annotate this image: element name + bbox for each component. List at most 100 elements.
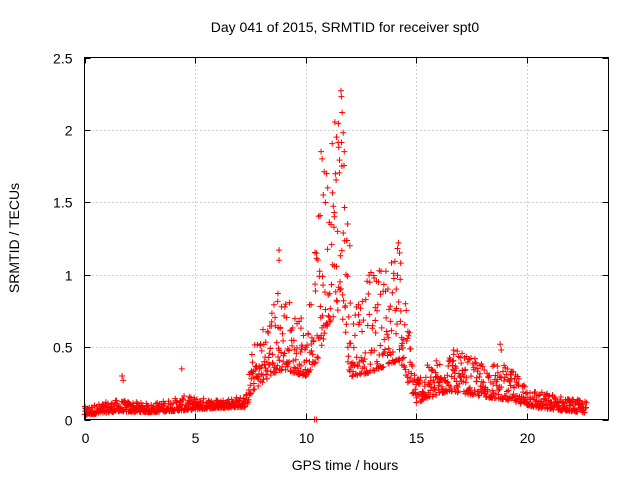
data-point: [460, 378, 467, 385]
data-point: [535, 392, 542, 399]
data-point: [247, 390, 254, 397]
data-point: [479, 383, 486, 390]
data-point: [279, 330, 286, 337]
data-point: [470, 364, 477, 371]
data-point: [328, 241, 335, 248]
data-point: [319, 312, 326, 319]
data-point: [488, 393, 495, 400]
data-point: [337, 278, 344, 285]
data-point: [282, 366, 289, 373]
data-point: [175, 406, 182, 413]
data-point: [494, 363, 501, 370]
data-point: [367, 361, 374, 368]
data-point: [497, 341, 504, 348]
data-point: [276, 357, 283, 364]
data-point: [277, 324, 284, 331]
data-point: [381, 346, 388, 353]
data-point: [354, 362, 361, 369]
data-point: [341, 148, 348, 155]
data-point: [498, 346, 505, 353]
data-point: [286, 347, 293, 354]
data-point: [384, 286, 391, 293]
data-point: [359, 298, 366, 305]
data-point: [366, 311, 373, 318]
data-point: [311, 360, 318, 367]
data-point: [583, 399, 590, 406]
data-point: [462, 366, 469, 373]
data-point: [312, 287, 319, 294]
data-point: [366, 279, 373, 286]
data-point: [334, 307, 341, 314]
data-point: [333, 134, 340, 141]
data-point: [454, 389, 461, 396]
data-point: [481, 366, 488, 373]
data-point: [397, 276, 404, 283]
data-point: [482, 390, 489, 397]
data-point: [334, 228, 341, 235]
data-point: [259, 379, 266, 386]
data-point: [436, 379, 443, 386]
data-point: [332, 170, 339, 177]
data-point: [341, 204, 348, 211]
data-point: [334, 298, 341, 305]
data-point: [300, 332, 307, 339]
data-point: [486, 372, 493, 379]
data-point: [262, 364, 269, 371]
axis-ticks: 0 5 10 15 20 0 0.5 1 1.5 2 2.5: [53, 51, 609, 446]
y-axis-title: SRMTID / TECUs: [6, 183, 22, 293]
data-point: [250, 380, 257, 387]
data-point: [466, 386, 473, 393]
data-point: [277, 367, 284, 374]
data-point: [391, 258, 398, 265]
data-point: [462, 379, 469, 386]
data-point: [336, 169, 343, 176]
data-point: [317, 212, 324, 219]
data-point: [308, 301, 315, 308]
data-point: [501, 377, 508, 384]
data-point: [355, 363, 362, 370]
data-point: [466, 384, 473, 391]
data-point: [434, 362, 441, 369]
data-point: [326, 290, 333, 297]
x-tick-label: 15: [409, 430, 425, 446]
data-point: [290, 357, 297, 364]
data-point: [468, 373, 475, 380]
data-point: [330, 313, 337, 320]
data-point: [365, 290, 372, 297]
data-point: [308, 347, 315, 354]
data-point: [407, 345, 414, 352]
data-point: [476, 370, 483, 377]
data-point: [260, 326, 267, 333]
data-point: [293, 350, 300, 357]
data-point: [333, 263, 340, 270]
data-point: [393, 321, 400, 328]
data-point: [339, 316, 346, 323]
data-point: [351, 332, 358, 339]
data-point: [402, 300, 409, 307]
data-point: [362, 296, 369, 303]
data-point: [393, 330, 400, 337]
data-point: [289, 324, 296, 331]
data-point: [350, 344, 357, 351]
data-point: [507, 382, 514, 389]
data-point: [336, 157, 343, 164]
data-point: [433, 391, 440, 398]
data-point: [333, 176, 340, 183]
data-point: [91, 402, 98, 409]
data-point: [268, 318, 275, 325]
data-point: [395, 239, 402, 246]
data-point: [519, 389, 526, 396]
data-point: [134, 400, 141, 407]
data-point: [162, 400, 169, 407]
data-point: [247, 382, 254, 389]
data-point: [467, 355, 474, 362]
data-point: [431, 379, 438, 386]
data-point: [408, 370, 415, 377]
data-point: [138, 399, 145, 406]
data-point: [321, 330, 328, 337]
data-point: [284, 346, 291, 353]
data-point: [346, 242, 353, 249]
data-point: [381, 336, 388, 343]
data-point: [450, 357, 457, 364]
